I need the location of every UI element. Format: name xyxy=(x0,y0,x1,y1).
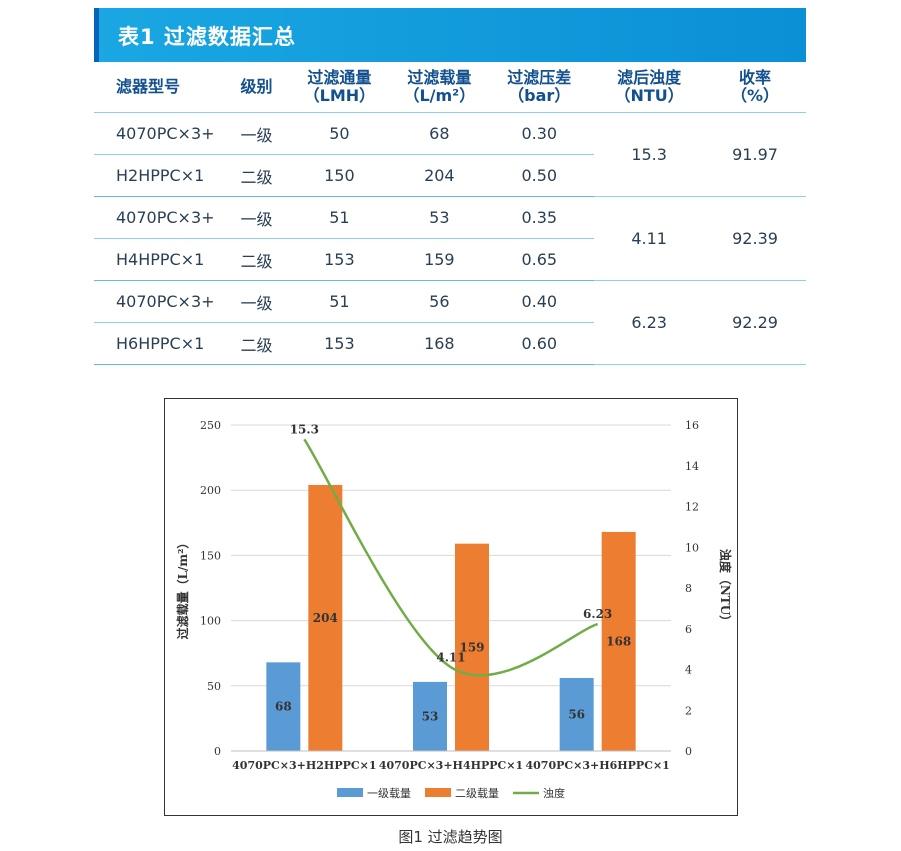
x-tick-label: 4070PC×3+H2HPPC×1 xyxy=(232,759,376,772)
cell-pressure: 0.65 xyxy=(484,238,595,281)
line-data-label: 15.3 xyxy=(290,422,319,436)
cell-yield: 91.97 xyxy=(704,112,806,197)
cell-flux: 51 xyxy=(284,280,395,323)
table-row: 4070PC×3+ 一级 50 68 0.30 15.3 91.97 xyxy=(94,112,806,197)
cell-flux: 153 xyxy=(284,322,395,365)
bar-label-primary: 56 xyxy=(568,707,585,721)
header-load: 过滤载量 （L/m²） xyxy=(403,68,476,105)
cell-pressure: 0.60 xyxy=(484,322,595,365)
y2-tick-label: 14 xyxy=(685,460,699,473)
figure-caption: 图1 过滤趋势图 xyxy=(398,828,503,846)
cell-yield: 92.29 xyxy=(704,280,806,365)
header-grade: 级别 xyxy=(240,77,273,96)
table-row: 4070PC×3+ 一级 51 56 0.40 6.23 92.29 xyxy=(94,280,806,365)
bar-label-secondary: 159 xyxy=(459,640,484,654)
table-row: H6HPPC×1 二级 153 168 0.60 xyxy=(94,322,806,365)
y-tick-label: 200 xyxy=(200,484,221,497)
cell-model: H4HPPC×1 xyxy=(94,238,215,281)
cell-pressure: 0.50 xyxy=(484,154,595,197)
y2-tick-label: 8 xyxy=(685,582,692,595)
cell-flux: 51 xyxy=(284,196,395,239)
y-tick-label: 250 xyxy=(200,419,221,432)
header-model: 滤器型号 xyxy=(116,77,181,96)
cell-turbidity: 4.11 xyxy=(594,196,705,281)
bar-label-secondary: 204 xyxy=(313,611,338,625)
cell-grade: 一级 xyxy=(214,196,285,239)
header-turbidity: 滤后浊度 （NTU） xyxy=(614,68,684,105)
bar-label-secondary: 168 xyxy=(606,634,631,648)
table-row: H2HPPC×1 二级 150 204 0.50 xyxy=(94,154,806,197)
y2-tick-label: 16 xyxy=(685,419,699,432)
y2-tick-label: 10 xyxy=(685,541,699,554)
header-pressure: 过滤压差 （bar） xyxy=(507,68,572,105)
y-tick-label: 50 xyxy=(207,680,221,693)
cell-grade: 一级 xyxy=(214,112,285,155)
cell-flux: 153 xyxy=(284,238,395,281)
y2-tick-label: 0 xyxy=(685,745,692,758)
legend-swatch xyxy=(425,788,451,797)
bar-label-primary: 68 xyxy=(275,700,292,714)
cell-model: 4070PC×3+ xyxy=(94,280,215,323)
filtration-data-table: 滤器型号 级别 过滤通量 （LMH） 过滤载量 （L/m²） 过滤压差 （bar） 滤… xyxy=(94,62,806,365)
header-yield: 收率 （%） xyxy=(731,68,780,105)
cell-model: H2HPPC×1 xyxy=(94,154,215,197)
y2-tick-label: 6 xyxy=(685,623,692,636)
cell-model: 4070PC×3+ xyxy=(94,112,215,155)
cell-model: H6HPPC×1 xyxy=(94,322,215,365)
chart-container: 0 50 100 150 200 250 0 2 4 6 8 10 12 14 16 过滤载量（L/m²） 浊度… xyxy=(164,398,738,816)
cell-load: 204 xyxy=(394,154,485,197)
table-row: 4070PC×3+ 一级 51 53 0.35 4.11 92.39 xyxy=(94,196,806,281)
legend-swatch xyxy=(337,788,363,797)
y2-tick-label: 2 xyxy=(685,704,692,717)
cell-pressure: 0.40 xyxy=(484,280,595,323)
cell-load: 53 xyxy=(394,196,485,239)
bar-primary-load xyxy=(559,677,594,751)
cell-grade: 一级 xyxy=(214,280,285,323)
bar-label-primary: 53 xyxy=(422,709,439,723)
y2-tick-label: 12 xyxy=(685,501,699,514)
y-tick-label: 0 xyxy=(214,745,221,758)
legend-label: 一级载量 xyxy=(367,787,411,800)
header-flux: 过滤通量 （LMH） xyxy=(303,68,376,105)
bar-secondary-load xyxy=(455,543,489,751)
cell-load: 159 xyxy=(394,238,485,281)
cell-pressure: 0.35 xyxy=(484,196,595,239)
bar-secondary-load xyxy=(308,484,343,751)
x-tick-label: 4070PC×3+H6HPPC×1 xyxy=(525,759,669,772)
table-title-bar: 表1 过滤数据汇总 xyxy=(94,8,806,62)
bar-primary-load xyxy=(266,662,301,751)
cell-flux: 150 xyxy=(284,154,395,197)
cell-turbidity: 6.23 xyxy=(594,280,705,365)
cell-load: 168 xyxy=(394,322,485,365)
cell-yield: 92.39 xyxy=(704,196,806,281)
cell-turbidity: 15.3 xyxy=(594,112,705,197)
y-tick-label: 150 xyxy=(200,549,221,562)
y2-axis-title: 浊度（NTU） xyxy=(718,549,733,627)
legend-label: 二级载量 xyxy=(455,787,499,800)
legend-label: 浊度 xyxy=(543,786,565,800)
x-tick-label: 4070PC×3+H4HPPC×1 xyxy=(379,759,523,772)
line-data-label: 6.23 xyxy=(583,607,612,621)
cell-load: 68 xyxy=(394,112,485,155)
cell-grade: 二级 xyxy=(214,154,285,197)
cell-grade: 二级 xyxy=(214,238,285,281)
title-accent xyxy=(94,8,99,62)
cell-flux: 50 xyxy=(284,112,395,155)
bar-secondary-load xyxy=(601,531,636,751)
table-header-row: 滤器型号 级别 过滤通量 （LMH） 过滤载量 （L/m²） 过滤压差 （bar） 滤… xyxy=(94,62,806,113)
bar-primary-load xyxy=(413,681,447,751)
y2-tick-label: 4 xyxy=(685,664,692,677)
turbidity-line xyxy=(303,438,599,677)
table-row: H4HPPC×1 二级 153 159 0.65 xyxy=(94,238,806,281)
cell-model: 4070PC×3+ xyxy=(94,196,215,239)
cell-load: 56 xyxy=(394,280,485,323)
cell-grade: 二级 xyxy=(214,322,285,365)
y-tick-label: 100 xyxy=(200,615,221,628)
table-title: 表1 过滤数据汇总 xyxy=(118,25,296,49)
line-data-label: 4.11 xyxy=(436,650,465,664)
y-axis-title: 过滤载量（L/m²） xyxy=(175,537,190,640)
cell-pressure: 0.30 xyxy=(484,112,595,155)
